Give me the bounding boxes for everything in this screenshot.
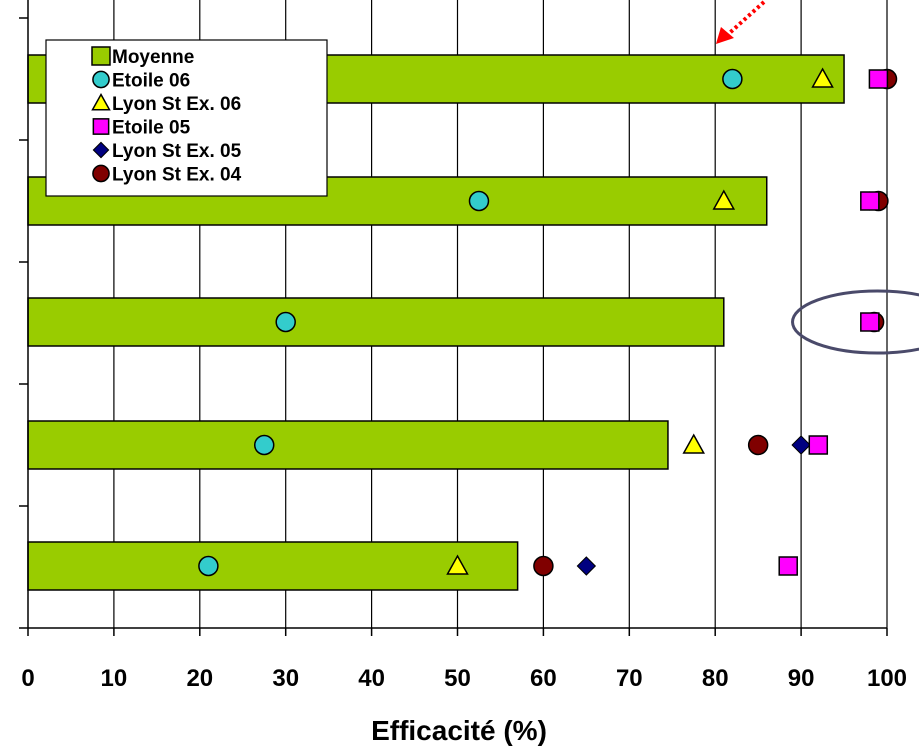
annotation-ellipse [791,289,919,355]
legend-label: Lyon St Ex. 05 [112,141,242,162]
legend-item: Etoile 05 [92,118,191,139]
legend-item: Moyenne [91,46,194,68]
marker-etoile-05 [860,191,880,211]
axes: 0 10 20 30 40 50 60 70 80 90 100 [19,0,907,692]
marker-etoile-05 [808,435,829,455]
marker-etoile-05 [868,69,889,89]
marker-etoile-06 [722,68,743,90]
x-tick-label: 10 [101,665,128,692]
legend-label: Etoile 05 [112,118,191,139]
legend-label: Etoile 06 [112,71,190,92]
legend-label: Moyenne [112,47,194,68]
legend-swatch [91,92,111,111]
bar [27,297,725,347]
legend-item: Lyon St Ex. 06 [91,92,241,115]
annotation-arrow-line [722,0,766,40]
marker-lyon-st-ex-04 [747,434,769,456]
x-tick-label: 100 [867,665,907,692]
annotations [715,0,919,355]
marker-lyon-st-ex-06 [811,67,834,88]
x-tick-label: 90 [788,665,815,692]
marker-etoile-06 [468,190,490,212]
legend-box [45,39,328,197]
x-tick-label: 40 [358,665,385,692]
legend-swatch [92,118,110,135]
x-tick-label: 50 [444,665,471,692]
legend-swatch [92,141,110,159]
legend-item: Etoile 06 [92,70,190,92]
x-tick-label: 0 [21,665,34,692]
marker-etoile-06 [198,555,219,577]
marker-lyon-st-ex-04 [533,555,554,577]
legend-label: Lyon St Ex. 04 [112,165,242,186]
marker-etoile-06 [275,311,296,333]
marker-lyon-st-ex-06 [446,554,469,575]
bar [27,420,669,470]
x-tick-label: 60 [530,665,557,692]
legend-item: Lyon St Ex. 05 [92,141,242,162]
marker-lyon-st-ex-05 [791,435,811,455]
legend-item: Lyon St Ex. 04 [92,164,242,186]
x-tick-label: 30 [272,665,299,692]
marker-etoile-06 [253,434,275,456]
marker-lyon-st-ex-06 [712,189,736,210]
markers [198,67,898,577]
x-axis-title: Efficacité (%) [371,715,547,746]
x-tick-label: 80 [702,665,729,692]
marker-lyon-st-ex-06 [682,433,705,454]
legend-swatch [92,70,110,89]
legend-swatch [91,46,111,66]
x-tick-label: 70 [616,665,643,692]
marker-lyon-st-ex-05 [576,556,597,576]
legend-label: Lyon St Ex. 06 [112,94,241,115]
annotation-arrow-head [715,27,734,44]
marker-etoile-05 [778,556,798,576]
x-tick-label: 20 [186,665,213,692]
marker-etoile-05 [860,312,880,332]
bar [27,541,519,591]
legend-swatch [92,164,110,183]
